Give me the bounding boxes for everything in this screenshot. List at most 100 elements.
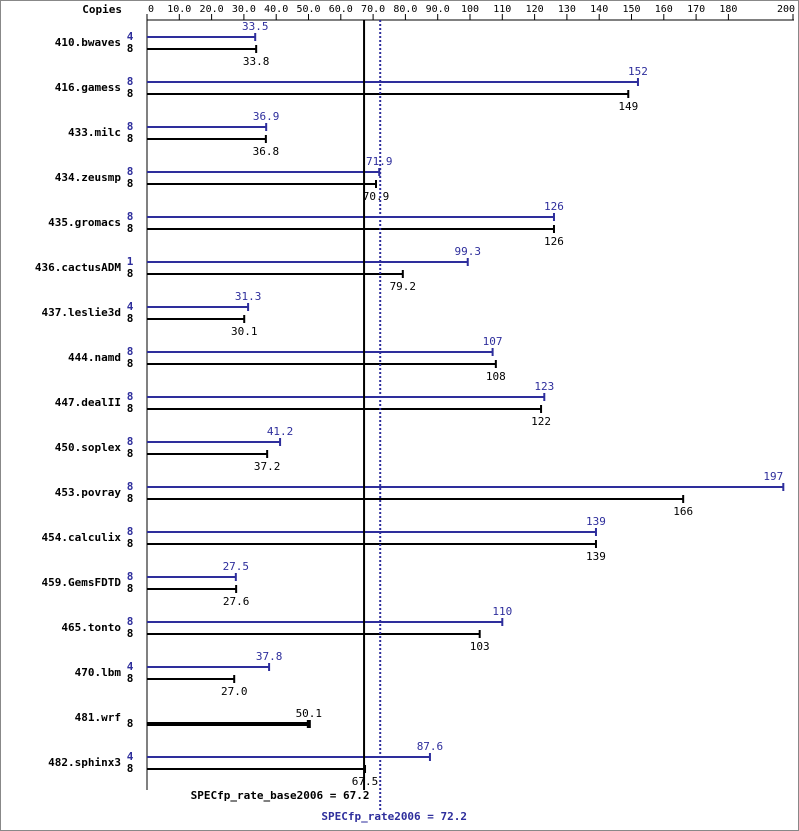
benchmark-name: 444.namd [68, 351, 121, 364]
benchmark-name: 481.wrf [75, 711, 121, 724]
copies: 4 [127, 750, 134, 763]
bar [147, 348, 494, 356]
bar [147, 270, 404, 278]
copies: 8 [127, 435, 134, 448]
bar [147, 258, 469, 266]
value-label: 123 [534, 380, 554, 393]
value-label: 103 [470, 640, 490, 653]
value-label: 27.5 [223, 560, 250, 573]
copies: 8 [127, 537, 134, 550]
copies: 8 [127, 177, 134, 190]
x-tick-label: 90.0 [426, 4, 450, 15]
bar [147, 618, 504, 626]
value-label: 41.2 [267, 425, 294, 438]
bar [147, 225, 555, 233]
copies: 8 [127, 42, 134, 55]
benchmark-name: 470.lbm [75, 666, 122, 679]
bar [147, 720, 311, 728]
benchmark-name: 450.soplex [55, 441, 122, 454]
x-tick-label: 120 [526, 4, 544, 15]
value-label: 27.0 [221, 685, 248, 698]
copies: 8 [127, 492, 134, 505]
x-tick-label: 30.0 [232, 4, 256, 15]
benchmark-name: 436.cactusADM [35, 261, 121, 274]
bar [147, 135, 267, 143]
value-label: 149 [618, 100, 638, 113]
bar [147, 303, 250, 311]
value-label: 33.8 [243, 55, 270, 68]
copies: 4 [127, 300, 134, 313]
copies-header: Copies [82, 3, 122, 16]
x-tick-label: 150 [622, 4, 640, 15]
bar [147, 675, 236, 683]
bar [147, 213, 555, 221]
x-tick-label: 180 [719, 4, 737, 15]
value-label: 30.1 [231, 325, 258, 338]
bar [147, 438, 282, 446]
bar [147, 753, 431, 761]
value-label: 139 [586, 550, 606, 563]
copies: 8 [127, 447, 134, 460]
copies: 8 [127, 672, 134, 685]
bar [147, 528, 597, 536]
bar [147, 540, 597, 548]
x-tick-label: 80.0 [393, 4, 417, 15]
value-label: 27.6 [223, 595, 250, 608]
bar [147, 45, 258, 53]
value-label: 126 [544, 235, 564, 248]
value-label: 122 [531, 415, 551, 428]
reference-label: SPECfp_rate2006 = 72.2 [321, 810, 467, 823]
value-label: 87.6 [417, 740, 444, 753]
copies: 8 [127, 165, 134, 178]
copies: 8 [127, 345, 134, 358]
benchmark-name: 459.GemsFDTD [42, 576, 122, 589]
bar [147, 393, 546, 401]
x-tick-label: 170 [687, 4, 705, 15]
copies: 8 [127, 210, 134, 223]
benchmark-name: 435.gromacs [48, 216, 121, 229]
benchmark-name: 453.povray [55, 486, 122, 499]
x-tick-label: 110 [493, 4, 511, 15]
bar [147, 180, 378, 188]
copies: 8 [127, 627, 134, 640]
copies: 8 [127, 120, 134, 133]
benchmark-name: 410.bwaves [55, 36, 121, 49]
copies: 8 [127, 717, 134, 730]
value-label: 152 [628, 65, 648, 78]
copies: 8 [127, 222, 134, 235]
copies: 8 [127, 357, 134, 370]
value-label: 197 [763, 470, 783, 483]
value-label: 166 [673, 505, 693, 518]
value-label: 108 [486, 370, 506, 383]
value-label: 37.8 [256, 650, 283, 663]
bar [147, 123, 268, 131]
value-label: 37.2 [254, 460, 281, 473]
x-tick-label: 160 [655, 4, 673, 15]
benchmark-name: 482.sphinx3 [48, 756, 121, 769]
value-label: 110 [492, 605, 512, 618]
reference-label: SPECfp_rate_base2006 = 67.2 [191, 789, 370, 802]
bar [147, 33, 257, 41]
bar [147, 495, 685, 503]
copies: 8 [127, 762, 134, 775]
copies: 8 [127, 615, 134, 628]
bar [147, 663, 271, 671]
bar [147, 78, 639, 86]
copies: 8 [127, 87, 134, 100]
bar [147, 585, 238, 593]
copies: 8 [127, 525, 134, 538]
value-label: 36.9 [253, 110, 280, 123]
bar [147, 360, 497, 368]
benchmark-name: 433.milc [68, 126, 121, 139]
x-tick-label: 70.0 [361, 4, 385, 15]
x-tick-label: 10.0 [167, 4, 191, 15]
x-tick-label: 140 [590, 4, 608, 15]
x-tick-label: 0 [148, 4, 154, 15]
x-tick-label: 100 [461, 4, 479, 15]
benchmark-name: 416.gamess [55, 81, 121, 94]
bar [147, 573, 237, 581]
copies: 8 [127, 267, 134, 280]
